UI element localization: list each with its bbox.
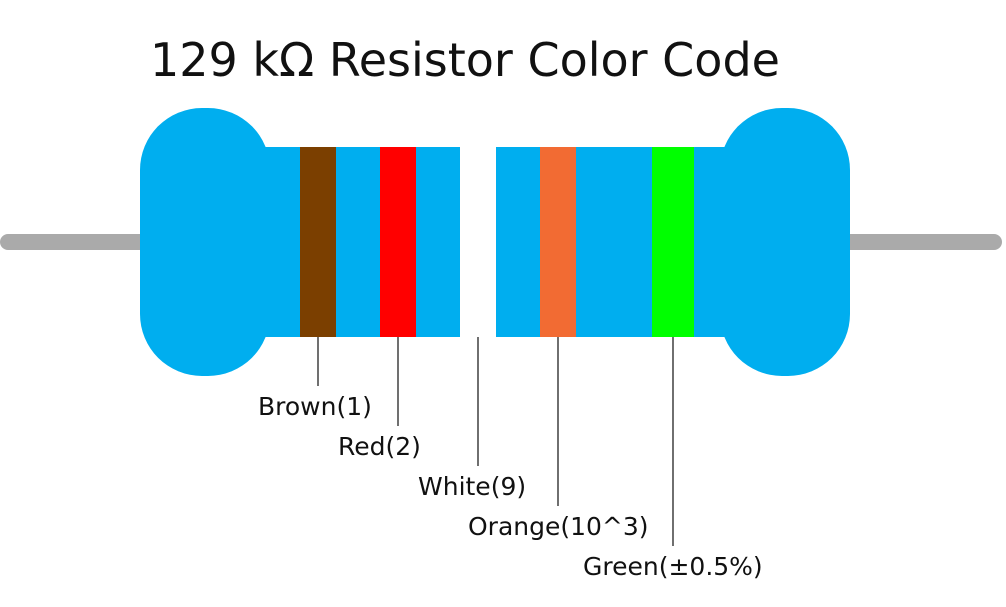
- leader-lines: [317, 337, 674, 546]
- color-bands: [300, 147, 694, 337]
- band-brown-label: Brown(1): [258, 392, 372, 421]
- band-red-label: Red(2): [338, 432, 421, 461]
- band-white-label: White(9): [418, 472, 526, 501]
- band-labels: Brown(1) Red(2) White(9) Orange(10^3) Green(…: [258, 392, 763, 581]
- band-brown: [300, 147, 336, 337]
- band-red: [380, 147, 416, 337]
- band-green-label: Green(±0.5%): [583, 552, 763, 581]
- band-orange-label: Orange(10^3): [468, 512, 649, 541]
- band-green: [652, 147, 694, 337]
- band-orange: [540, 147, 576, 337]
- band-white: [460, 147, 496, 337]
- diagram-title: 129 kΩ Resistor Color Code: [150, 33, 780, 87]
